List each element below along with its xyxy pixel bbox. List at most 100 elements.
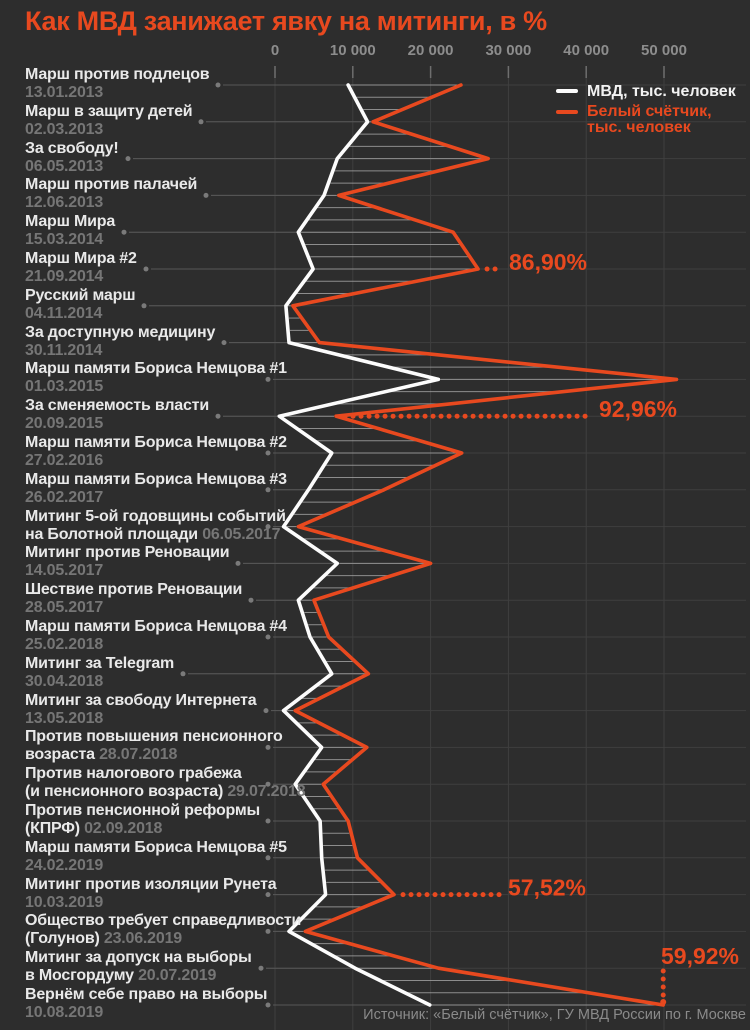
- label-leader-dot: [265, 928, 271, 934]
- annotation-dot: [398, 413, 404, 419]
- label-leader-dot: [180, 671, 186, 677]
- annotation-dot: [574, 413, 580, 419]
- x-axis-tick-label: 20 000: [407, 42, 454, 59]
- label-leader-dot: [265, 450, 271, 456]
- annotation-dot: [440, 892, 446, 898]
- event-label: Марш памяти Бориса Немцова #1 01.03.2015: [25, 360, 287, 396]
- annotation-dot: [408, 892, 414, 898]
- annotation-dot: [502, 413, 508, 419]
- label-leader-dot: [215, 82, 221, 88]
- event-label: Митинг против изоляции Рунета 10.03.2019: [25, 875, 277, 911]
- label-leader-dot: [265, 1002, 271, 1008]
- annotation-dot: [462, 413, 468, 419]
- x-axis-tick-label: 10 000: [329, 42, 376, 59]
- annotation-dot: [382, 413, 388, 419]
- label-leader-dot: [265, 744, 271, 750]
- annotation-dot: [550, 413, 556, 419]
- mvd-line: [277, 83, 441, 1007]
- label-leader-dot: [263, 708, 269, 714]
- annotation-dot: [456, 892, 462, 898]
- x-axis-tick-label: 0: [270, 42, 280, 59]
- label-leader-dot: [265, 892, 271, 898]
- annotation-percent: 92,96%: [599, 396, 677, 422]
- annotation-dot: [566, 413, 572, 419]
- annotation-dot: [486, 413, 492, 419]
- annotation-dot: [660, 992, 666, 998]
- annotation-dot: [472, 892, 478, 898]
- page-title: Как МВД занижает явку на митинги, в %: [25, 6, 547, 36]
- annotation-dot: [494, 413, 500, 419]
- annotation-dot: [366, 413, 372, 419]
- label-leader-dot: [265, 818, 271, 824]
- event-label: Против налогового грабежа (и пенсионного …: [25, 765, 306, 801]
- event-label: За сменяемость власти 20.09.2015: [25, 397, 209, 433]
- label-leader-dot: [143, 266, 149, 272]
- annotation-dot: [488, 892, 494, 898]
- label-leader-dot: [141, 303, 147, 309]
- label-leader-dot: [198, 119, 204, 125]
- label-leader-dot: [258, 965, 264, 971]
- annotation-dot: [358, 413, 364, 419]
- label-leader-dot: [215, 413, 221, 419]
- bs-line-swatch-icon: [556, 110, 578, 114]
- annotation-dot: [448, 892, 454, 898]
- x-axis-tick-label: 50 000: [641, 42, 687, 59]
- annotation-dot: [582, 413, 588, 419]
- annotation-dot: [478, 413, 484, 419]
- event-label: Митинг 5-ой годовщины событий на Болотной…: [25, 507, 286, 543]
- event-label: Марш Мира 15.03.2014: [25, 213, 116, 249]
- annotation-dot: [416, 892, 422, 898]
- annotation-dot: [510, 413, 516, 419]
- event-label: Митинг за допуск на выборы в Мосгордуму 2…: [25, 949, 252, 985]
- legend-mvd-label: МВД, тыс. человек: [587, 83, 736, 100]
- annotation-dot: [484, 266, 490, 272]
- annotation-dot: [400, 892, 406, 898]
- belyi-schetchik-line: [291, 83, 679, 1007]
- x-axis-tick-label: 40 000: [563, 42, 610, 59]
- label-leader-dot: [265, 855, 271, 861]
- annotation-dot: [660, 999, 667, 1005]
- event-label: Марш в защиту детей 02.03.2013: [25, 102, 193, 138]
- label-leader-dot: [265, 781, 271, 787]
- x-axis-tick-label: 30 000: [485, 42, 532, 59]
- event-label: Шествие против Реновации 28.05.2017: [25, 581, 243, 617]
- annotation-percent: 57,52%: [508, 875, 586, 901]
- annotation-dot: [342, 413, 348, 419]
- event-label: Марш против подлецов 13.01.2013: [25, 66, 210, 101]
- annotation-dot: [432, 892, 438, 898]
- annotation-dot: [480, 892, 486, 898]
- annotation-dot: [534, 413, 540, 419]
- annotation-dot: [406, 413, 412, 419]
- annotation-percent: 86,90%: [509, 249, 587, 275]
- annotation-dot: [454, 413, 460, 419]
- annotation-dot: [542, 413, 548, 419]
- annotation-dot: [350, 413, 356, 419]
- event-label: За свободу! 06.05.2013: [25, 139, 119, 175]
- annotation-dot: [464, 892, 470, 898]
- annotation-dot: [446, 413, 452, 419]
- label-leader-dot: [248, 597, 254, 603]
- annotation-dot: [558, 413, 564, 419]
- label-leader-dot: [265, 524, 271, 530]
- event-label: Марш против палачей 12.06.2013: [25, 176, 198, 212]
- source-note: Источник: «Белый счётчик», ГУ МВД России…: [363, 1007, 746, 1023]
- event-label: Против повышения пенсионного возраста 28.…: [25, 728, 283, 764]
- annotation-percent: 59,92%: [661, 943, 739, 969]
- annotation-dot: [374, 413, 380, 419]
- event-label: Митинг за свободу Интернета 13.05.2018: [25, 691, 257, 727]
- annotation-dot: [496, 892, 502, 898]
- chart-legend: МВД, тыс. человек Белый счётчик, тыс. че…: [556, 83, 736, 138]
- annotation-dot: [422, 413, 428, 419]
- event-label: Марш памяти Бориса Немцова #2 27.02.2016: [25, 434, 287, 469]
- event-label: Марш памяти Бориса Немцова #4 25.02.2018: [25, 618, 287, 653]
- annotation-dot: [660, 976, 666, 982]
- annotation-dot: [430, 413, 436, 419]
- event-label: За доступную медицину 30.11.2014: [25, 323, 216, 359]
- legend-item-bs: Белый счётчик, тыс. человек: [556, 104, 736, 135]
- event-label: Вернём себе право на выборы 10.08.2019: [25, 986, 268, 1021]
- annotation-dot: [438, 413, 444, 419]
- event-label: Марш Мира #2 21.09.2014: [25, 250, 137, 285]
- event-label: Марш памяти Бориса Немцова #3 26.02.2017: [25, 470, 287, 506]
- annotation-dot: [518, 413, 524, 419]
